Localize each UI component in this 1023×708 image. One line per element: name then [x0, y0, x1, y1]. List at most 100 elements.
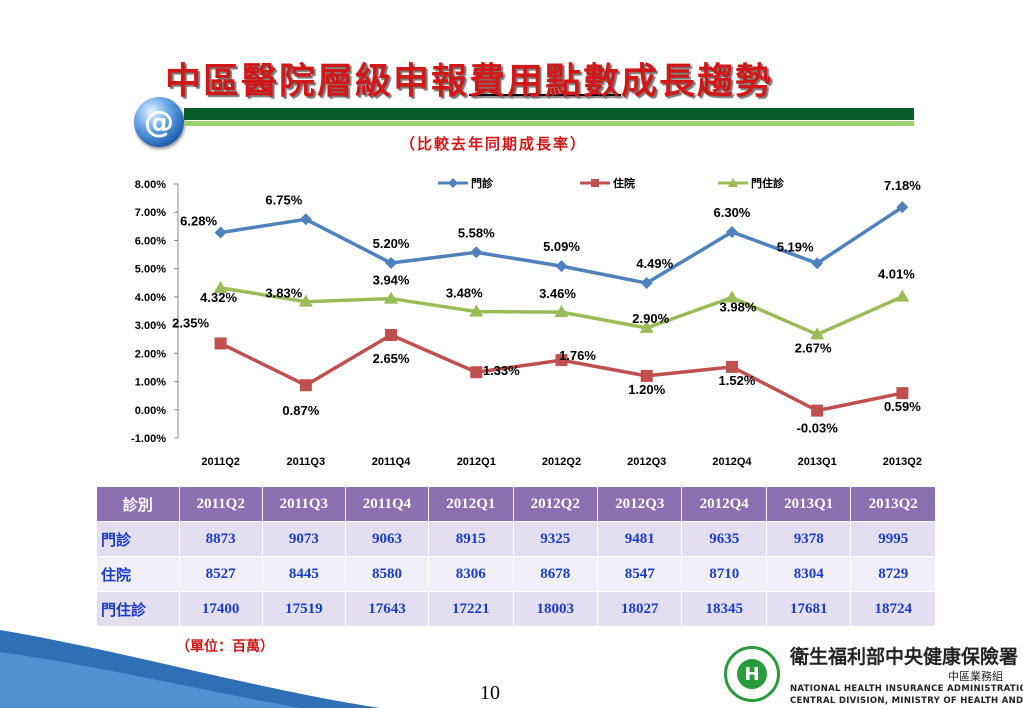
table-row: 門診 8873 9073 9063 8915 9325 9481 9635 93… — [96, 521, 936, 557]
x-tick-label: 2012Q4 — [712, 456, 752, 468]
table-header-row: 診別 2011Q2 2011Q3 2011Q4 2012Q1 2012Q2 20… — [96, 486, 936, 522]
y-tick-label: 3.00% — [135, 320, 166, 332]
data-point-diamond — [214, 226, 227, 239]
table-col-header: 2013Q1 — [765, 486, 852, 522]
y-tick-label: 4.00% — [135, 292, 166, 304]
y-tick-label: 6.00% — [135, 235, 166, 247]
unit-note: （單位：百萬） — [176, 639, 274, 655]
title-divider-bar — [184, 108, 914, 120]
x-tick-label: 2013Q1 — [798, 456, 837, 468]
data-label: 3.46% — [539, 286, 576, 301]
data-label: 4.32% — [200, 290, 237, 305]
table-cell: 17221 — [428, 591, 514, 627]
data-point-diamond — [385, 257, 398, 270]
table-col-header: 2012Q4 — [681, 486, 767, 522]
table-col-header: 2012Q2 — [512, 486, 599, 522]
data-label: 3.98% — [720, 299, 757, 314]
table-cell: 8445 — [261, 556, 346, 592]
data-label: 3.94% — [373, 273, 410, 288]
table-row: 門住診 17400 17519 17643 17221 18003 18027 … — [96, 591, 936, 627]
data-label: 2.67% — [795, 340, 832, 355]
table-cell: 9481 — [596, 521, 683, 557]
data-label: 5.58% — [458, 225, 495, 240]
title-divider-accent — [184, 121, 914, 126]
data-label: 4.49% — [636, 256, 673, 271]
table-cell: 9063 — [344, 521, 430, 557]
data-label: 6.75% — [265, 192, 302, 207]
data-label: 3.48% — [446, 286, 483, 301]
data-point-triangle — [639, 320, 654, 333]
org-name-chinese: 衛生福利部中央健康保險署 — [790, 646, 1019, 668]
legend-marker — [728, 178, 738, 187]
data-table: 診別 2011Q2 2011Q3 2011Q4 2012Q1 2012Q2 20… — [96, 486, 936, 627]
table-cell: 8678 — [512, 556, 599, 592]
table-cell: 18345 — [681, 591, 767, 627]
table-cell: 17400 — [178, 591, 263, 627]
data-point-triangle — [895, 289, 910, 302]
table-cell: 9073 — [261, 521, 346, 557]
table-col-header: 2012Q1 — [428, 486, 514, 522]
growth-line-chart: 8.00% 7.00% 6.00% 5.00% 4.00% 3.00% 2.00% 1.00%… — [131, 176, 922, 468]
x-tick-label: 2011Q4 — [372, 456, 411, 468]
data-label: 0.87% — [282, 403, 319, 418]
table-cell: 18724 — [850, 591, 936, 627]
table-cell: 18027 — [596, 591, 683, 627]
y-tick-label: 5.00% — [135, 264, 166, 276]
table-cell: 8915 — [428, 521, 514, 557]
x-tick-label: 2012Q3 — [627, 456, 666, 468]
data-label: 0.59% — [884, 399, 921, 414]
org-division: 中區業務組 — [948, 670, 1003, 683]
at-sign-icon: @ — [134, 97, 184, 147]
table-row: 住院 8527 8445 8580 8306 8678 8547 8710 83… — [96, 556, 936, 592]
data-point-diamond — [470, 246, 483, 259]
data-label: 1.76% — [559, 348, 596, 363]
data-label: 3.83% — [265, 286, 302, 301]
x-tick-label: 2011Q3 — [287, 456, 326, 468]
data-point-triangle — [810, 327, 825, 340]
y-tick-label: 2.00% — [135, 348, 166, 360]
data-point-square — [555, 354, 568, 367]
table-cell: 8304 — [765, 556, 852, 592]
data-label: 1.20% — [628, 382, 665, 397]
slide-subtitle: （比較去年同期成長率） — [400, 135, 588, 153]
y-tick-label: 0.00% — [135, 405, 166, 417]
data-label: -0.03% — [797, 421, 839, 436]
data-point-diamond — [896, 201, 909, 214]
data-point-triangle — [384, 291, 399, 304]
data-point-triangle — [554, 305, 569, 318]
x-tick-label: 2011Q2 — [201, 456, 240, 468]
data-label: 2.90% — [632, 311, 669, 326]
data-label: 4.01% — [878, 267, 915, 282]
data-point-square — [896, 387, 909, 400]
table-cell: 8873 — [178, 521, 263, 557]
data-point-square — [640, 369, 653, 382]
legend-label: 門診 — [471, 176, 494, 190]
data-point-square — [470, 366, 483, 379]
table-cell: 8580 — [344, 556, 430, 592]
data-label: 5.09% — [543, 239, 580, 254]
table-cell: 8547 — [596, 556, 683, 592]
page-number: 10 — [480, 682, 500, 704]
table-col-header: 2012Q3 — [596, 486, 683, 522]
table-cell: 17643 — [344, 591, 430, 627]
data-label: 6.28% — [180, 214, 217, 229]
legend-label: 住院 — [613, 176, 635, 190]
table-cell: 8306 — [428, 556, 514, 592]
x-tick-label: 2013Q2 — [883, 456, 922, 468]
table-cell: 17681 — [765, 591, 852, 627]
data-point-triangle — [213, 280, 228, 293]
table-col-header: 2011Q4 — [344, 486, 430, 522]
y-tick-label: 7.00% — [135, 207, 166, 219]
table-cell: 9635 — [681, 521, 767, 557]
nhi-logo-icon: H — [724, 646, 780, 702]
table-col-header: 2011Q2 — [178, 486, 263, 522]
data-point-diamond — [640, 277, 653, 290]
data-point-diamond — [299, 213, 312, 226]
data-point-diamond — [725, 225, 738, 238]
org-name-english-line1: NATIONAL HEALTH INSURANCE ADMINISTRATION… — [790, 684, 1023, 694]
table-cell: 8527 — [178, 556, 263, 592]
table-cell: 8729 — [850, 556, 936, 592]
y-tick-label: 1.00% — [135, 377, 166, 389]
data-point-diamond — [555, 260, 568, 273]
